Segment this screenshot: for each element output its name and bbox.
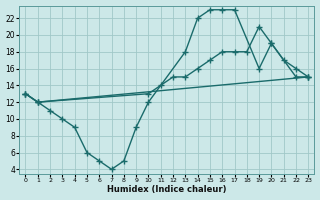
X-axis label: Humidex (Indice chaleur): Humidex (Indice chaleur) [107,185,227,194]
